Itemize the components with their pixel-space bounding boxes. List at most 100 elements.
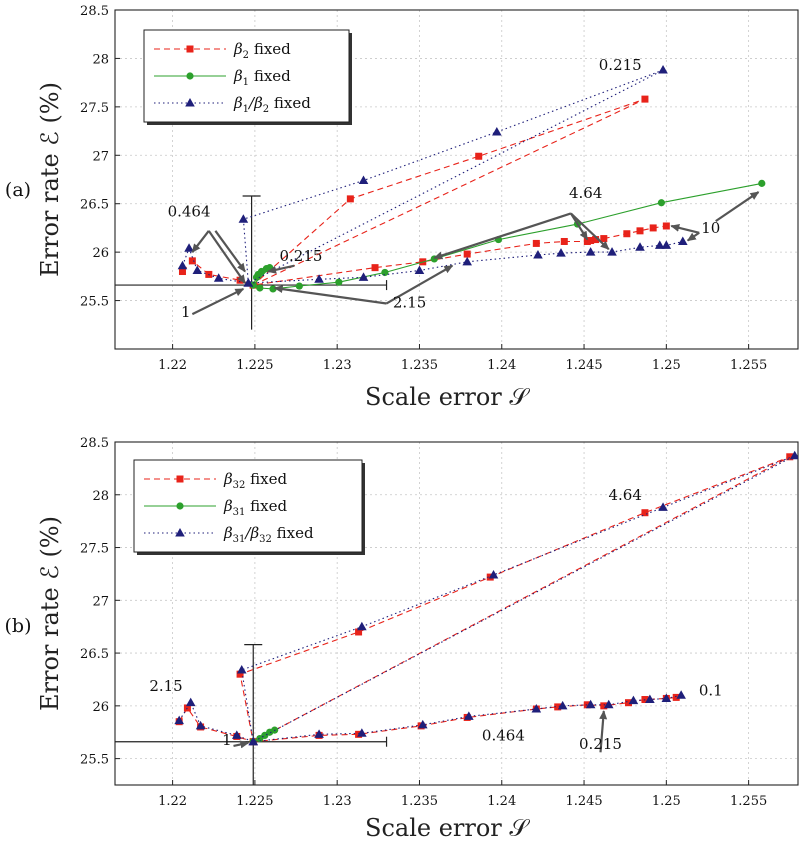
series-line <box>181 69 683 284</box>
annotation-arrow <box>670 223 700 234</box>
data-point <box>358 175 369 184</box>
x-axis-label: Scale error 𝒮 <box>365 383 530 411</box>
legend-label: β1 fixed <box>233 67 291 88</box>
series-line <box>178 456 791 743</box>
x-tick-label: 1.235 <box>401 358 438 373</box>
data-point <box>231 730 242 739</box>
x-axis-label: Scale error 𝒮 <box>365 814 530 842</box>
data-point <box>475 152 483 160</box>
data-point <box>531 704 542 713</box>
data-point <box>174 715 184 725</box>
data-point <box>557 700 568 710</box>
data-point <box>658 502 668 511</box>
legend-label-part: fixed <box>249 40 291 58</box>
annotation-arrow <box>214 230 246 273</box>
data-point <box>554 703 562 711</box>
data-point <box>786 453 794 461</box>
legend-label-subscript: 2 <box>263 104 269 115</box>
legend-label-part: fixed <box>245 470 287 488</box>
data-point <box>213 273 224 282</box>
chart-panel-a: 1.22 1.225 1.23 1.235 1.24 1.245 1.25 1.255 25.5… <box>5 4 799 411</box>
legend-label-part: /β <box>247 94 263 112</box>
y-tick-label: 27.5 <box>80 101 109 116</box>
data-point <box>649 224 657 232</box>
data-point <box>243 278 254 287</box>
series-line <box>252 182 762 290</box>
annotation-label: 0.464 <box>482 727 525 745</box>
annotation-label: 4.64 <box>608 486 641 504</box>
legend-label: β32 fixed <box>223 470 288 491</box>
annotation-label: 0.1 <box>699 681 723 699</box>
annotation-label: 10 <box>701 219 720 237</box>
data-point <box>314 729 324 738</box>
y-tick-label: 28.5 <box>80 4 109 19</box>
y-tick-label: 27.5 <box>80 542 109 557</box>
plot-area <box>115 65 766 330</box>
data-point <box>641 95 649 103</box>
data-point <box>295 282 303 290</box>
legend-label-part: β <box>233 94 243 112</box>
x-tick-label: 1.245 <box>565 358 602 373</box>
y-tick-label: 26.5 <box>80 198 109 213</box>
y-axis-label: Error rate ℰ (%) <box>36 82 64 277</box>
annotation-label: 4.64 <box>569 184 602 202</box>
data-point <box>607 247 617 256</box>
data-point <box>346 195 354 203</box>
data-point <box>532 239 540 247</box>
legend-label-part: β <box>223 497 233 515</box>
y-tick-label: 25.5 <box>80 295 109 310</box>
data-point <box>414 265 425 275</box>
annotation-label: 0.215 <box>599 56 642 74</box>
annotation-arrow <box>686 231 700 242</box>
data-point <box>371 264 379 272</box>
legend-label-subscript: 2 <box>243 50 249 61</box>
data-point <box>677 236 688 245</box>
y-tick-label: 26.5 <box>80 647 109 662</box>
x-tick-label: 1.235 <box>401 794 438 809</box>
legend-label-subscript: 31 <box>233 507 246 518</box>
legend-marker <box>186 45 194 53</box>
annotation-arrow <box>191 230 210 253</box>
data-point <box>587 237 595 245</box>
plot-frame <box>114 9 799 350</box>
legend-marker <box>175 528 185 537</box>
legend-label-part: β <box>233 40 243 58</box>
data-point <box>488 569 499 579</box>
data-point <box>249 281 257 289</box>
data-point <box>657 199 666 207</box>
data-point <box>585 699 596 709</box>
legend-marker <box>176 502 184 510</box>
data-point <box>641 509 649 517</box>
data-point <box>178 268 186 276</box>
series-2 <box>249 179 766 293</box>
data-point <box>661 693 672 702</box>
legend-label-part: /β <box>243 524 259 542</box>
data-point <box>676 690 686 699</box>
panel-label: (a) <box>5 179 31 201</box>
plot-frame <box>114 441 799 786</box>
x-tick-label: 1.23 <box>323 794 352 809</box>
data-point <box>492 127 502 136</box>
annotation-arrow <box>386 264 454 305</box>
legend-label-subscript: 31 <box>233 534 246 545</box>
legend-label-subscript: 32 <box>259 534 272 545</box>
legend-label-subscript: 1 <box>243 104 249 115</box>
data-point <box>592 236 600 244</box>
data-point <box>603 699 614 709</box>
data-point <box>358 272 369 281</box>
data-point <box>623 230 631 238</box>
data-point <box>184 243 194 252</box>
legend-label-part: fixed <box>249 67 291 85</box>
y-tick-label: 26 <box>92 246 109 261</box>
data-point <box>624 699 632 707</box>
legend-label: β1/β2 fixed <box>233 94 311 115</box>
data-point <box>236 664 247 674</box>
data-point <box>645 694 655 704</box>
legend-label-part: β <box>223 524 233 542</box>
data-point <box>533 250 543 259</box>
annotation-arrow <box>433 212 572 260</box>
data-point <box>600 702 608 710</box>
